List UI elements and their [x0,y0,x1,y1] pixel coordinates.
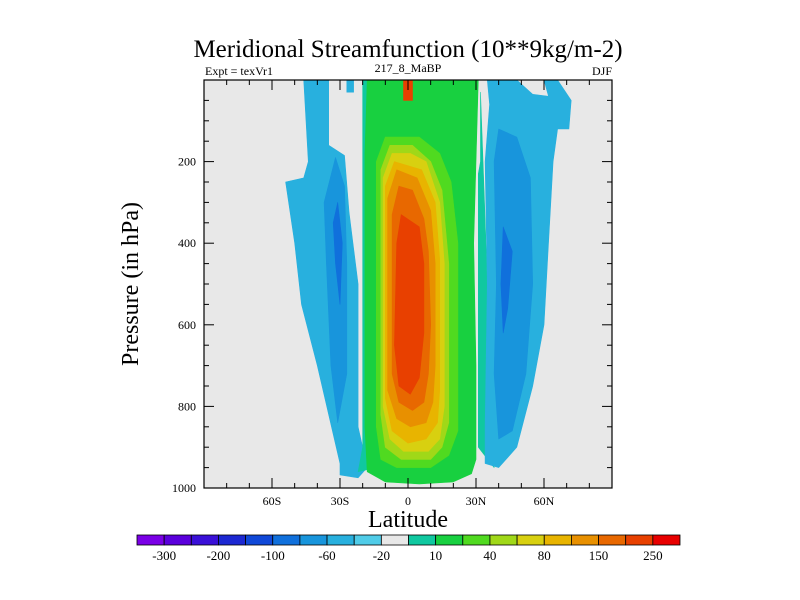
contour-region--40 [323,157,348,424]
x-tick-label: 0 [405,494,411,508]
colorbar-swatch [516,534,545,546]
colorbar-swatch [625,534,654,546]
plot-frame [203,79,613,489]
colorbar-swatch [353,534,382,546]
colorbar [136,534,681,546]
colorbar-label: 80 [538,548,551,563]
colorbar-swatch [326,534,355,546]
x-tick-labels: 60S 30S 0 30N 60N [263,494,555,508]
contour-region--60 [500,226,513,334]
x-tick-label: 60S [263,494,282,508]
subtitle-right: DJF [592,64,612,78]
colorbar-swatch [598,534,627,546]
colorbar-swatch [163,534,192,546]
y-tick-label: 1000 [172,481,196,495]
contour-region--40 [493,128,534,440]
contour-regions [285,79,572,485]
x-tick-label: 30S [331,494,350,508]
contour-region--20 [285,79,368,479]
x-axis-label: Latitude [368,507,448,533]
colorbar-swatch [136,534,165,546]
colorbar-label: -100 [261,548,285,563]
colorbar-swatch [245,534,274,546]
y-tick-label: 400 [178,236,196,250]
colorbar-label: 250 [643,548,663,563]
x-tick-label: 30N [466,494,487,508]
colorbar-swatch [435,534,464,546]
subtitle-center: 217_8_MaBP [375,61,442,75]
y-tick-labels: 200 400 600 800 1000 [172,155,196,495]
colorbar-label: 150 [589,548,609,563]
colorbar-swatch [380,534,409,546]
colorbar-label: 10 [429,548,442,563]
plot-area [203,79,613,489]
y-tick-label: 200 [178,155,196,169]
colorbar-swatch [272,534,301,546]
colorbar-label: -20 [373,548,390,563]
x-tick-label: 60N [534,494,555,508]
colorbar-labels: -300 -200 -100 -60 -20 10 40 80 150 250 [152,548,662,563]
colorbar-swatch [299,534,328,546]
colorbar-swatch [218,534,246,546]
colorbar-label: -60 [318,548,335,563]
subtitle-left: Expt = texVr1 [205,64,273,78]
contour-region-250 [394,214,425,395]
y-axis-label: Pressure (in hPa) [118,202,144,366]
colorbar-swatch [489,534,518,546]
colorbar-swatch [408,534,437,546]
colorbar-swatch [543,534,572,546]
contour-region--60 [332,202,343,305]
colorbar-swatch [462,534,491,546]
colorbar-swatch [571,534,599,546]
chart-title: Meridional Streamfunction (10**9kg/m-2) [193,36,622,63]
colorbar-label: -300 [152,548,176,563]
colorbar-label: 40 [483,548,496,563]
y-tick-label: 800 [178,399,196,413]
colorbar-label: -200 [206,548,230,563]
axis-ticks [204,80,612,489]
y-tick-label: 600 [178,318,196,332]
contour-region--20 [346,79,354,93]
colorbar-swatch [652,534,681,546]
colorbar-swatch [190,534,219,546]
